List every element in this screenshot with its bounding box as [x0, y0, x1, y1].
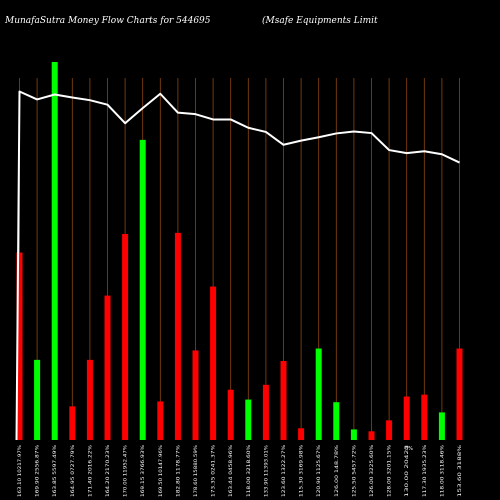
- chart-title: MunafaSutra Money Flow Charts for 544695: [4, 16, 211, 26]
- money-flow-bar: [86, 359, 93, 440]
- category-label: 163.10 10217.97%: [17, 444, 23, 497]
- money-flow-bar: [280, 360, 287, 440]
- chart-company: (Msafe Equipments Limit: [262, 15, 378, 26]
- money-flow-bar: [333, 402, 340, 440]
- bar-layer: [16, 62, 463, 441]
- money-flow-bar: [403, 396, 410, 440]
- money-flow-bar: [315, 348, 322, 440]
- money-flow-bar: [368, 431, 375, 440]
- money-flow-bar: [350, 429, 357, 440]
- category-label: 169.50 10147.96%: [158, 444, 164, 497]
- category-label: 130.00 20423: [404, 445, 410, 497]
- category-label: 173.35 0241.37%: [211, 444, 217, 497]
- money-flow-bar: [34, 359, 41, 440]
- label-layer: 163.10 10217.97% 169.90 2556.87% 163.85 55…: [17, 444, 463, 497]
- money-flow-bar: [104, 295, 111, 440]
- grid-layer: [19, 78, 460, 440]
- money-flow-bar: [122, 233, 129, 440]
- money-flow-bar: [210, 286, 217, 440]
- category-label: 120.90 1125.67%: [316, 444, 322, 497]
- category-label: 125.50 5457.72%: [351, 444, 357, 497]
- money-flow-bar: [386, 420, 393, 440]
- category-label: 126.00 148.78%: [334, 444, 340, 497]
- category-label: 123.60 1322.27%: [281, 444, 287, 497]
- money-flow-bar: [16, 252, 23, 440]
- money-flow-bar: [139, 139, 146, 441]
- line-layer: [15, 90, 460, 441]
- money-flow-bar: [245, 399, 252, 440]
- category-label: 171.40 2016.22%: [87, 444, 93, 497]
- category-label: 117.30 1935.23%: [422, 444, 428, 497]
- money-flow-bar: [51, 62, 58, 440]
- category-label: 164.20 2170.23%: [105, 444, 111, 497]
- money-flow-bar: [174, 232, 181, 440]
- category-label: 182.80 1178.77%: [175, 444, 181, 497]
- category-label: 133.90 11393.01%: [263, 444, 269, 497]
- extra-label: 0%: [405, 446, 413, 452]
- category-label: 178.60 15880.59%: [193, 444, 199, 497]
- money-flow-bar: [69, 406, 76, 440]
- category-label: 126.00 3225.60%: [369, 444, 375, 497]
- money-flow-bar: [438, 412, 445, 440]
- category-label: 164.95 0727.79%: [70, 444, 76, 497]
- money-flow-bar: [262, 384, 269, 440]
- money-flow-bar: [421, 394, 428, 440]
- category-label: 163.85 5597.49%: [52, 444, 58, 497]
- category-label: 115.30 3169.98%: [299, 444, 305, 497]
- money-flow-bar: [298, 428, 305, 440]
- category-label: 169.90 2556.87%: [35, 444, 41, 497]
- category-label: 169.15 3766.93%: [140, 444, 146, 497]
- category-label: 163.44 0458.96%: [228, 444, 234, 497]
- category-label: 153.60 3188%: [457, 444, 463, 497]
- money-flow-bar: [192, 350, 199, 440]
- money-flow-bar: [157, 401, 164, 440]
- category-label: 118.00 3218.60%: [246, 444, 252, 497]
- price-line: [15, 90, 460, 441]
- money-flow-bar: [456, 348, 463, 440]
- category-label: 128.00 3201.15%: [387, 444, 393, 497]
- category-label: 170.00 11952.47%: [123, 444, 129, 497]
- money-flow-bar: [227, 389, 234, 440]
- category-label: 118.00 3118.46%: [439, 444, 445, 497]
